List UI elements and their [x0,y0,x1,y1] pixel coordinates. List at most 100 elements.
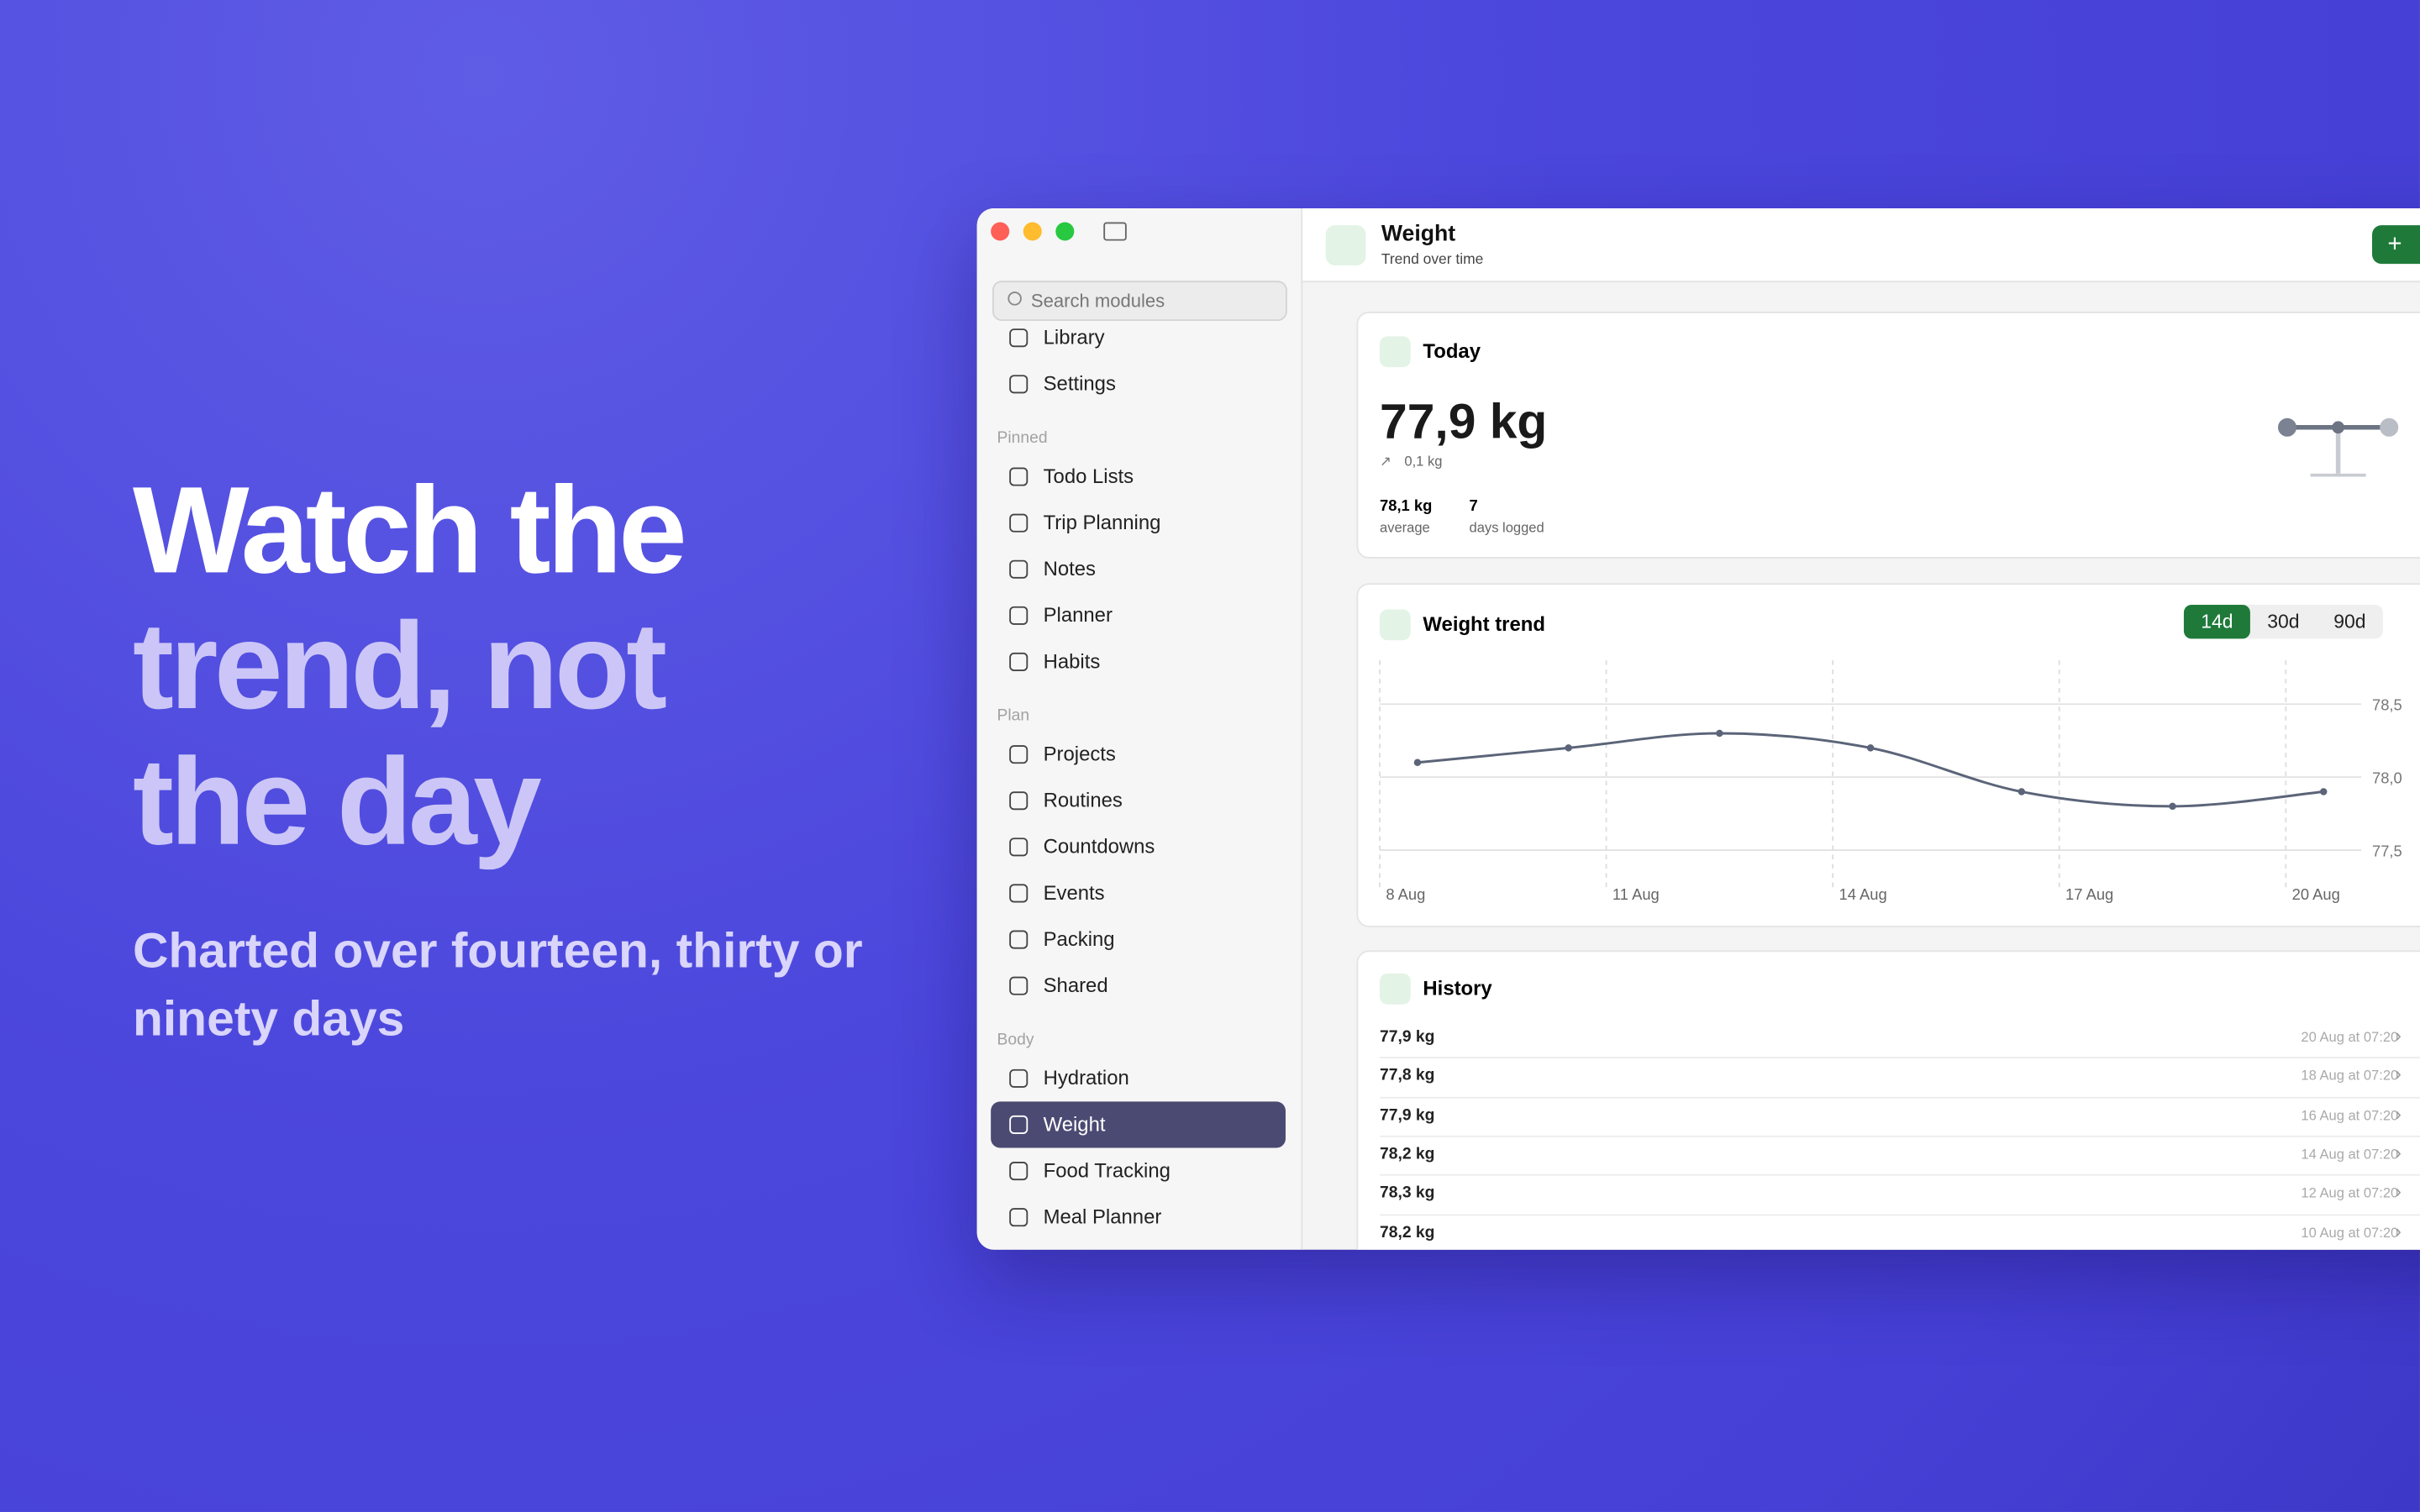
card-title: History [1423,976,1492,1000]
change-arrow: ↗ [1380,453,1392,470]
sidebar-item[interactable]: Routines [1043,788,1123,812]
stat-label: average [1380,519,1430,536]
app-window: Search modules Library Settings Pinned Todo… [976,207,2420,1250]
card-icon [1380,973,1411,1005]
card-icon [1380,336,1411,368]
page-title: Weight [1381,222,1456,247]
today-value: 77,9 kg [1380,393,1548,449]
row-divider [1380,1057,2420,1059]
add-button[interactable]: + [2372,225,2420,265]
history-weight[interactable]: 78,3 kg [1380,1184,1435,1203]
history-weight[interactable]: 77,9 kg [1380,1027,1435,1047]
item-icon [1009,1115,1028,1134]
trend-card: Weight trend 14d 30d 90d 77,5 78,0 78,5 8 Aug… [1356,583,2420,927]
toolbar: Weight Trend over time + [1302,207,2420,283]
data-point [1716,729,1723,738]
y-tick-label: 77,5 [2372,842,2402,859]
history-weight[interactable]: 77,9 kg [1380,1105,1435,1125]
search-box[interactable]: Search modules [992,281,1287,322]
sidebar-toggle[interactable] [1103,222,1127,241]
sidebar-item[interactable]: Hydration [1043,1066,1129,1089]
chevron[interactable]: › [2395,1141,2402,1163]
data-point [1866,744,1875,752]
item-icon [1009,559,1028,579]
card-icon [1380,609,1411,641]
x-tick-label: 14 Aug [1839,885,1886,903]
stat-value: 78,1 kg [1380,498,1433,516]
chevron[interactable]: › [2395,1063,2402,1085]
history-date[interactable]: 16 Aug at 07:20 [2301,1107,2399,1123]
section-label: Pinned [997,428,1048,448]
sidebar-item[interactable]: Todo Lists [1043,464,1134,488]
section-label: Plan [997,706,1030,726]
row-divider [1380,1096,2420,1098]
item-icon [1009,1162,1028,1181]
history-date[interactable]: 20 Aug at 07:20 [2301,1029,2399,1045]
card-title: Weight trend [1423,612,1545,636]
headline-line: Watch the [132,461,687,599]
sidebar-item[interactable]: Weight [1043,1112,1106,1136]
close-button[interactable] [991,222,1010,241]
history-date[interactable]: 18 Aug at 07:20 [2301,1068,2399,1084]
x-tick-label: 11 Aug [1612,885,1660,903]
search-icon [1007,291,1022,306]
item-icon [1009,976,1028,995]
sidebar-item[interactable]: Meal Planner [1043,1205,1162,1229]
stat-value: 7 [1469,498,1478,516]
item-icon [1009,328,1028,348]
sidebar: Search modules Library Settings Pinned Todo… [976,207,1303,1250]
history-weight[interactable]: 78,2 kg [1380,1144,1435,1163]
sidebar-item[interactable]: Food Tracking [1043,1158,1171,1182]
minimize-button[interactable] [1023,222,1042,241]
range-option[interactable]: 14d [2183,604,2250,639]
chevron[interactable]: › [2395,1219,2402,1242]
item-icon [1009,375,1028,394]
sidebar-item[interactable]: Notes [1043,557,1096,580]
range-option[interactable]: 30d [2267,611,2300,633]
item-icon [1009,930,1028,949]
item-icon [1009,1208,1028,1227]
today-card: Today 77,9 kg ↗ 0,1 kg 78,1 kg average 7… [1356,312,2420,559]
history-weight[interactable]: 77,8 kg [1380,1066,1435,1085]
history-weight[interactable]: 78,2 kg [1380,1222,1435,1242]
sidebar-item[interactable]: Settings [1043,371,1116,396]
chevron[interactable]: › [2395,1180,2402,1203]
zoom-button[interactable] [1055,222,1075,241]
data-point [1565,744,1572,752]
chevron[interactable]: › [2395,1024,2402,1047]
item-icon [1009,837,1028,857]
history-date[interactable]: 14 Aug at 07:20 [2301,1146,2399,1162]
item-icon [1009,513,1028,533]
item-icon [1009,745,1028,764]
sidebar-item[interactable]: Library [1043,325,1105,349]
card-title: Today [1423,339,1481,363]
subtitle: Charted over fourteen, thirty or ninety … [132,922,863,1047]
sidebar-item[interactable]: Packing [1043,927,1115,951]
today-change: 0,1 kg [1404,453,1443,470]
sidebar-item[interactable]: Trip Planning [1043,510,1161,534]
history-date[interactable]: 10 Aug at 07:20 [2301,1224,2399,1240]
sidebar-item[interactable]: Shared [1043,973,1108,997]
history-date[interactable]: 12 Aug at 07:20 [2301,1184,2399,1201]
selected-highlight [991,1101,1286,1148]
x-tick-label: 17 Aug [2065,885,2113,903]
search-placeholder: Search modules [1030,290,1165,312]
data-point [2018,788,2026,795]
sidebar-item[interactable]: Countdowns [1043,834,1155,858]
scale-illustration [2277,417,2399,477]
sidebar-item[interactable]: Planner [1043,603,1113,627]
x-tick-label: 8 Aug [1386,885,1425,903]
trend-line [1417,732,2324,808]
chevron[interactable]: › [2395,1102,2402,1125]
history-card: History 77,9 kg 20 Aug at 07:20 › 77,8 kg 18… [1356,950,2420,1250]
y-tick-label: 78,5 [2372,696,2402,714]
range-option[interactable]: 90d [2333,611,2366,633]
data-point [2319,788,2328,795]
sidebar-item[interactable]: Projects [1043,742,1116,766]
line-chart: 77,5 78,0 78,5 8 Aug 11 Aug 14 Aug 17 Aug 20 Au… [1379,660,2402,903]
range-control: 14d 30d 90d [2183,604,2383,639]
sidebar-item[interactable]: Events [1043,880,1105,905]
sidebar-item[interactable]: Habits [1043,649,1101,673]
